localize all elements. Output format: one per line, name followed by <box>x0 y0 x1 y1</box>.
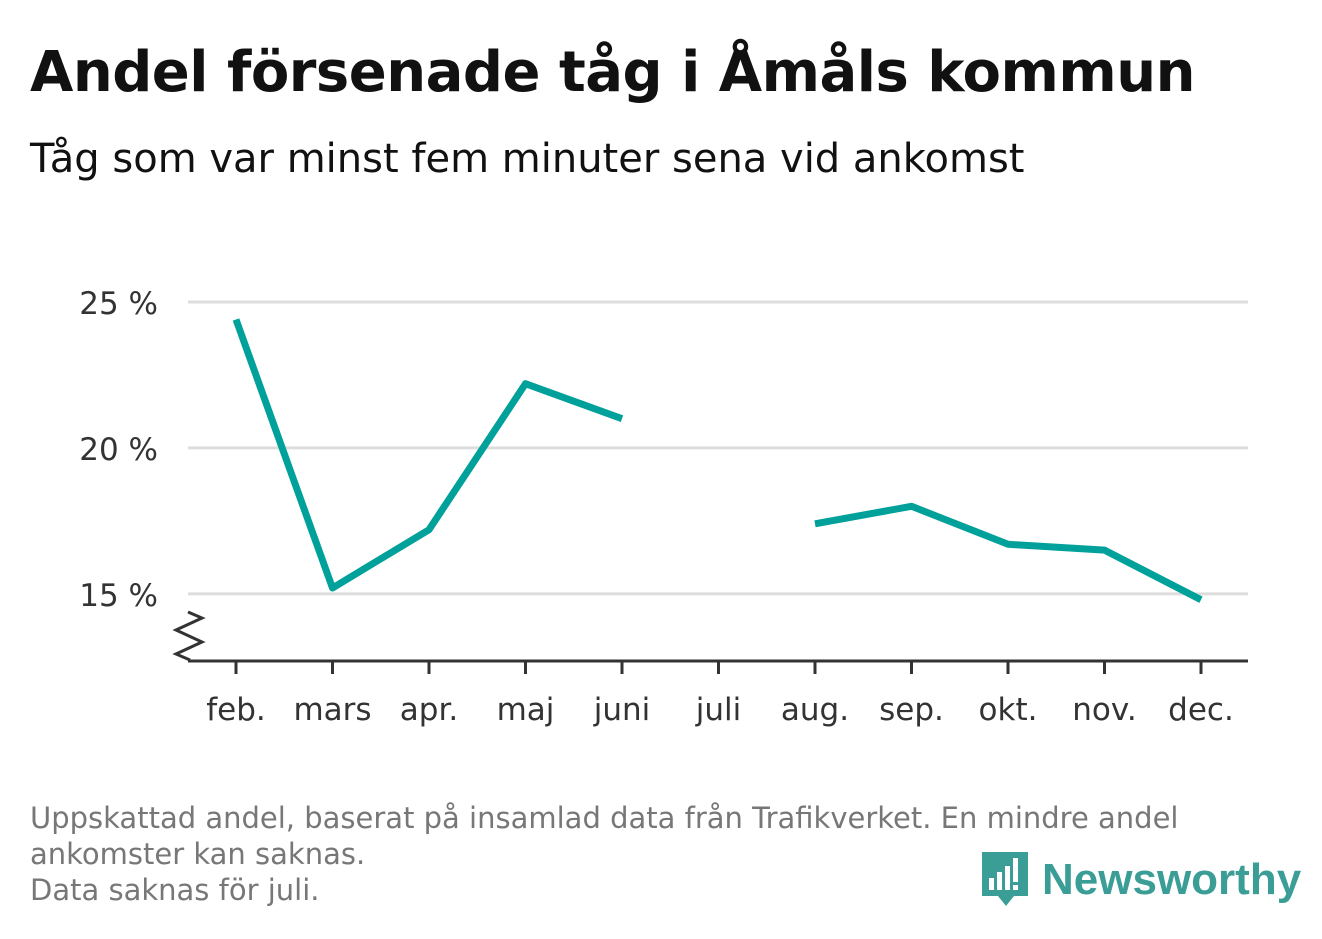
chart-subtitle: Tåg som var minst fem minuter sena vid a… <box>30 136 1025 182</box>
footnote-line: Data saknas för juli. <box>30 873 320 907</box>
series-lines <box>232 318 1203 603</box>
x-tick-label: feb. <box>206 692 266 728</box>
chart-title: Andel försenade tåg i Åmåls kommun <box>30 40 1195 105</box>
x-tick-label: maj <box>497 692 555 728</box>
x-axis <box>172 610 1248 663</box>
x-tick-label: apr. <box>400 692 458 728</box>
x-tick-label: sep. <box>879 692 944 728</box>
footnote: Uppskattad andel, baserat på insamlad da… <box>30 800 1280 908</box>
x-axis-ticks: feb. mars apr. maj juni juli aug. sep. okt. nov. d… <box>206 661 1234 728</box>
x-tick-label: dec. <box>1168 692 1234 728</box>
gridlines <box>188 300 1248 596</box>
x-tick-label: juni <box>593 692 651 728</box>
x-tick-label: aug. <box>781 692 849 728</box>
brand-name: Newsworthy <box>1042 855 1302 904</box>
y-tick-label: 20 % <box>79 432 158 468</box>
x-tick-label: mars <box>293 692 371 728</box>
footnote-line: ankomster kan saknas. <box>30 837 366 871</box>
y-tick-label: 25 % <box>79 286 158 322</box>
y-tick-label: 15 % <box>79 578 158 614</box>
footnote-line: Uppskattad andel, baserat på insamlad da… <box>30 801 1179 835</box>
x-tick-label: juli <box>695 692 742 728</box>
line-chart: 15 % 20 % 25 % feb. mars apr. maj juni juli aug.… <box>79 286 1248 728</box>
x-tick-label: nov. <box>1072 692 1136 728</box>
axis-break-mark <box>172 610 206 662</box>
bar-chart-bubble-icon <box>982 852 1028 906</box>
brand-logo: Newsworthy <box>980 850 1301 910</box>
series-line <box>232 318 624 592</box>
y-axis-ticks: 15 % 20 % 25 % <box>79 286 158 614</box>
series-line <box>814 502 1203 603</box>
x-tick-label: okt. <box>979 692 1038 728</box>
